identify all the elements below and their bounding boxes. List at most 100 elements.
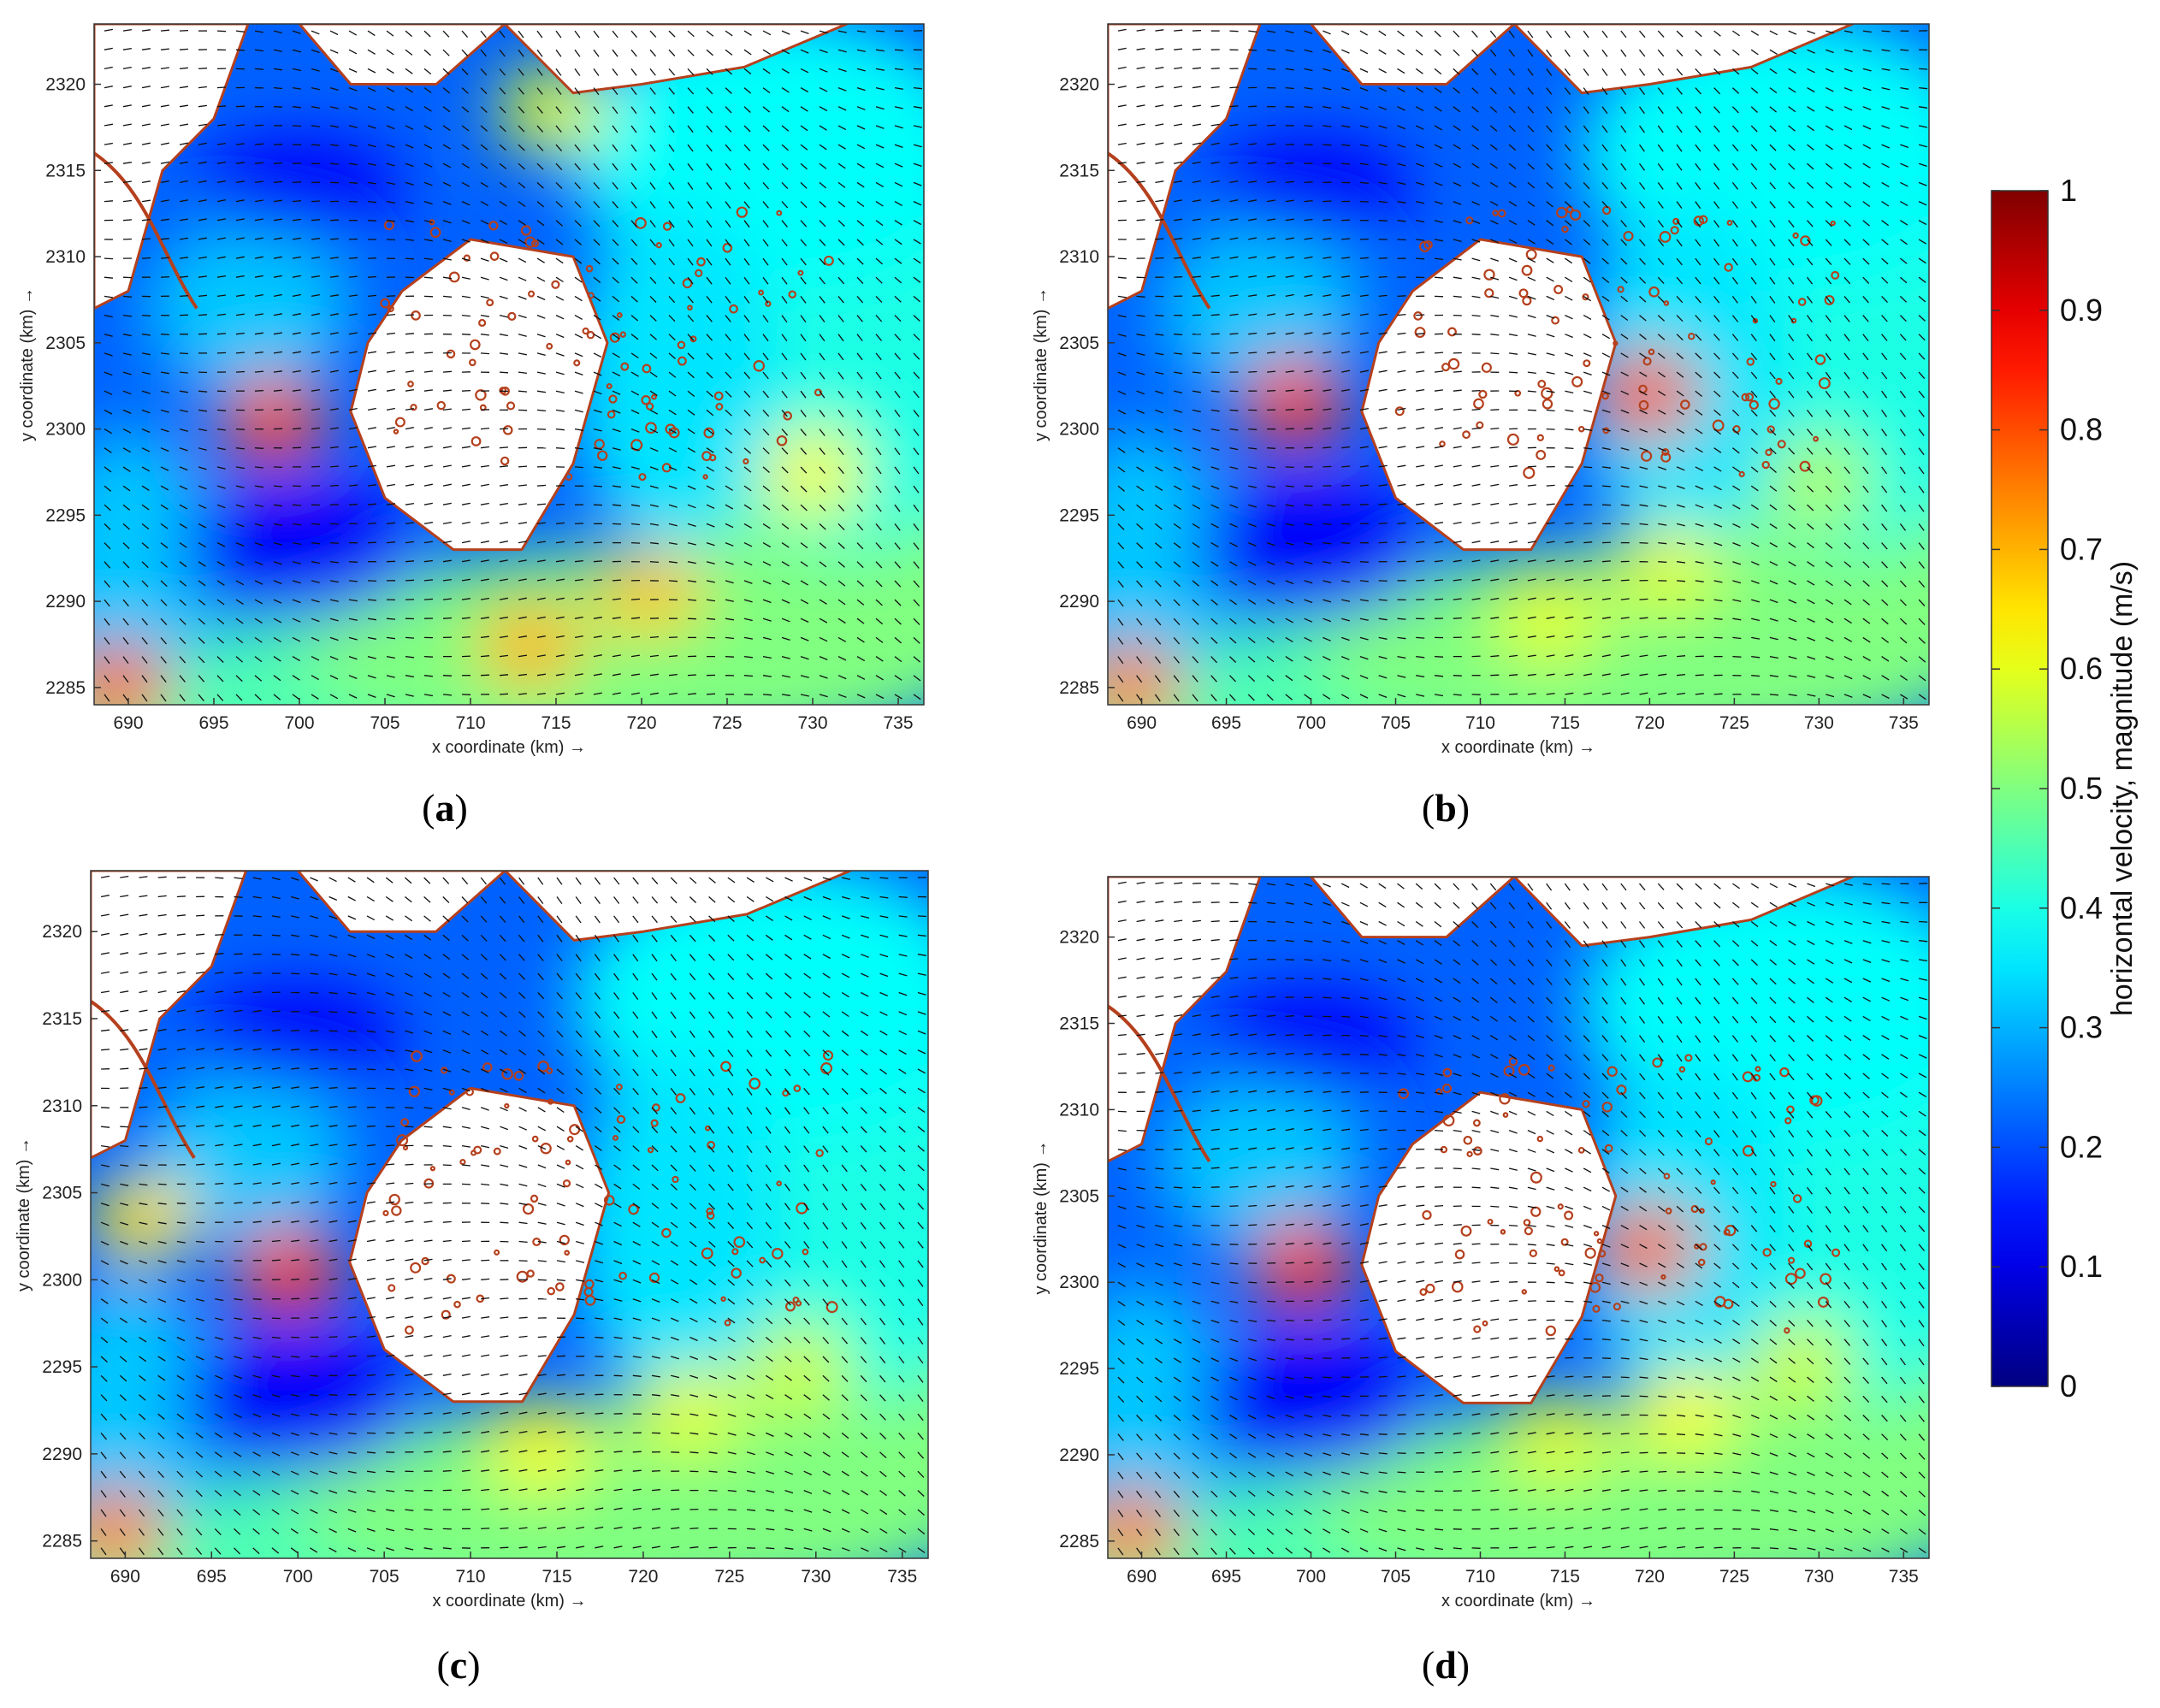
velocity-arrow — [461, 1087, 470, 1092]
velocity-arrow — [1564, 220, 1572, 227]
velocity-arrow — [1788, 68, 1796, 74]
velocity-arrow — [160, 142, 169, 145]
velocity-arrow — [104, 352, 113, 357]
velocity-arrow — [1453, 181, 1462, 187]
velocity-arrow — [310, 1509, 318, 1514]
velocity-arrow — [442, 163, 452, 168]
velocity-arrow — [480, 597, 490, 600]
velocity-arrow — [1508, 201, 1517, 207]
velocity-arrow — [1769, 542, 1778, 548]
islet — [1525, 249, 1537, 260]
velocity-arrow — [594, 1011, 601, 1019]
velocity-arrow — [423, 1547, 433, 1551]
velocity-arrow — [442, 295, 453, 298]
velocity-arrow — [1657, 144, 1664, 152]
velocity-arrow — [1267, 466, 1276, 469]
velocity-arrow — [176, 1144, 186, 1147]
velocity-arrow — [1731, 49, 1740, 56]
velocity-arrow — [1620, 220, 1627, 228]
velocity-arrow — [442, 954, 451, 960]
velocity-arrow — [894, 163, 903, 168]
velocity-arrow — [1341, 125, 1351, 128]
velocity-arrow — [1136, 542, 1144, 549]
velocity-arrow — [290, 1470, 299, 1475]
velocity-arrow — [613, 1164, 622, 1171]
velocity-arrow — [837, 295, 844, 304]
islet — [1712, 419, 1725, 432]
velocity-arrow — [405, 1392, 414, 1396]
velocity-arrow — [442, 1220, 452, 1223]
velocity-arrow — [1397, 541, 1406, 544]
velocity-arrow — [273, 256, 282, 259]
velocity-arrow — [122, 447, 132, 453]
velocity-arrow — [670, 1221, 678, 1228]
islet — [675, 1093, 686, 1103]
velocity-arrow — [499, 428, 509, 430]
velocity-arrow — [1843, 656, 1853, 661]
velocity-arrow — [725, 371, 732, 379]
velocity-arrow — [765, 895, 774, 902]
velocity-arrow — [1638, 49, 1646, 57]
velocity-arrow — [1508, 220, 1518, 226]
velocity-arrow — [271, 1067, 281, 1070]
velocity-arrow — [612, 692, 621, 695]
velocity-arrow — [157, 1086, 167, 1090]
velocity-arrow — [1638, 201, 1646, 209]
velocity-arrow — [1564, 181, 1571, 189]
velocity-arrow — [1155, 334, 1164, 336]
islet — [753, 360, 766, 372]
velocity-arrow — [423, 579, 434, 582]
velocity-arrow — [311, 446, 321, 449]
velocity-arrow — [746, 1470, 755, 1475]
velocity-arrow — [179, 409, 188, 413]
velocity-arrow — [708, 1336, 717, 1342]
velocity-arrow — [386, 1068, 395, 1071]
velocity-arrow — [214, 1413, 223, 1419]
velocity-arrow — [291, 1124, 300, 1127]
islet — [494, 1249, 500, 1256]
velocity-arrow — [1677, 636, 1686, 639]
velocity-arrow — [746, 1394, 755, 1399]
velocity-arrow — [1881, 371, 1888, 380]
velocity-arrow — [1285, 275, 1294, 278]
velocity-arrow — [1229, 675, 1236, 683]
velocity-arrow — [273, 199, 282, 203]
islet — [662, 222, 672, 231]
velocity-arrow — [179, 371, 188, 374]
velocity-arrow — [632, 1374, 642, 1377]
velocity-arrow — [160, 618, 168, 626]
velocity-arrow — [1583, 616, 1593, 619]
velocity-arrow — [1620, 692, 1630, 695]
velocity-arrow — [1881, 276, 1889, 284]
velocity-arrow — [706, 371, 713, 379]
islet — [606, 383, 612, 390]
velocity-arrow — [706, 390, 713, 398]
velocity-arrow — [765, 1107, 772, 1115]
velocity-arrow — [894, 276, 902, 284]
velocity-arrow — [1713, 163, 1720, 171]
velocity-arrow — [347, 1451, 357, 1455]
velocity-arrow — [1266, 218, 1276, 222]
velocity-arrow — [632, 1011, 639, 1019]
velocity-arrow — [1471, 521, 1481, 525]
velocity-arrow — [1843, 30, 1853, 33]
velocity-arrow — [518, 295, 527, 300]
velocity-arrow — [1601, 68, 1608, 76]
velocity-arrow — [198, 86, 207, 89]
velocity-arrow — [1695, 409, 1703, 416]
velocity-arrow — [198, 180, 207, 184]
velocity-arrow — [499, 446, 509, 449]
velocity-patch — [1108, 428, 1227, 705]
velocity-arrow — [198, 294, 207, 298]
velocity-arrow — [347, 1220, 357, 1223]
velocity-arrow — [1695, 144, 1701, 152]
velocity-arrow — [1750, 144, 1758, 151]
velocity-arrow — [1527, 371, 1536, 375]
velocity-arrow — [1434, 502, 1444, 505]
velocity-arrow — [104, 428, 112, 434]
velocity-arrow — [612, 220, 619, 228]
velocity-arrow — [1471, 181, 1480, 187]
velocity-arrow — [271, 1394, 281, 1398]
velocity-arrow — [500, 1392, 509, 1396]
velocity-arrow — [803, 1528, 813, 1532]
